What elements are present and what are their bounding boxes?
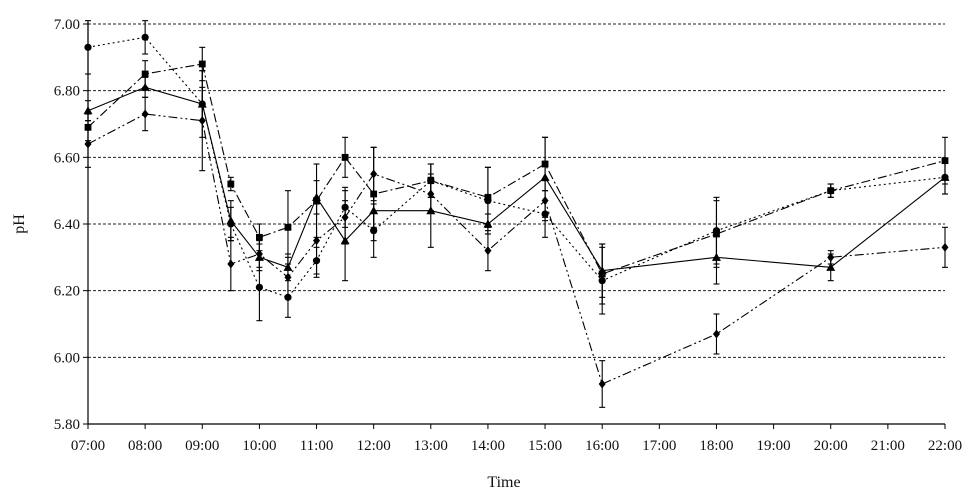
x-tick-label: 21:00 [871, 438, 905, 454]
x-tick-label: 13:00 [414, 438, 448, 454]
y-tick-label: 6.80 [54, 84, 80, 100]
data-point [598, 270, 606, 278]
data-point [370, 169, 378, 179]
data-point [284, 272, 292, 282]
x-tick-label: 18:00 [699, 438, 733, 454]
x-tick-label: 14:00 [471, 438, 505, 454]
data-point [256, 233, 263, 241]
x-tick-label: 22:00 [928, 438, 962, 454]
data-point [826, 262, 836, 271]
data-point [341, 153, 349, 161]
data-point [83, 106, 93, 115]
data-point [941, 157, 949, 165]
data-point [284, 223, 292, 231]
x-tick-label: 17:00 [642, 438, 676, 454]
data-point [198, 116, 206, 126]
y-tick-label: 6.20 [54, 284, 80, 300]
data-point [313, 197, 320, 205]
series-4 [84, 70, 949, 408]
data-point [541, 160, 549, 168]
data-point [313, 236, 321, 246]
y-tick-label: 6.00 [54, 350, 80, 366]
x-tick-label: 19:00 [757, 438, 791, 454]
y-tick-label: 6.60 [54, 150, 80, 166]
data-point [84, 43, 92, 51]
y-tick-label: 5.80 [54, 417, 80, 433]
series-2-line [87, 36, 946, 298]
tick-labels: 5.80 6.00 6.20 6.40 6.60 6.80 7.00 07:00 08:00 09… [54, 17, 962, 454]
x-tick-label: 15:00 [528, 438, 562, 454]
data-point [712, 329, 720, 339]
series-2 [84, 20, 949, 322]
data-point [198, 60, 206, 68]
data-point [484, 193, 492, 201]
data-point [713, 230, 720, 238]
x-axis-title: Time [487, 474, 520, 491]
x-tick-label: 10:00 [242, 438, 276, 454]
data-point [141, 109, 149, 119]
data-point [541, 196, 549, 206]
y-tick-label: 6.40 [54, 217, 80, 233]
y-axis-title: pH [11, 214, 28, 234]
data-point [227, 180, 235, 188]
data-point [941, 242, 949, 252]
data-point [255, 283, 263, 291]
data-point [141, 70, 149, 78]
series-4-line [87, 113, 946, 385]
data-point [255, 249, 263, 259]
x-tick-label: 07:00 [71, 438, 105, 454]
data-point [341, 212, 349, 222]
data-point [227, 259, 235, 269]
x-tick-label: 12:00 [357, 438, 391, 454]
data-point [598, 379, 606, 389]
series-layer [83, 20, 950, 408]
x-tick-label: 08:00 [128, 438, 162, 454]
x-tick-label: 16:00 [585, 438, 619, 454]
x-tick-label: 09:00 [185, 438, 219, 454]
series-1-line [87, 86, 946, 272]
data-point [427, 189, 435, 199]
axes [83, 22, 946, 429]
data-point [827, 252, 835, 262]
y-tick-label: 7.00 [54, 17, 80, 33]
data-point [827, 187, 835, 195]
x-tick-label: 20:00 [814, 438, 848, 454]
data-point [141, 33, 149, 41]
x-tick-label: 11:00 [300, 438, 334, 454]
data-point [84, 139, 92, 149]
data-point [227, 220, 235, 228]
data-point [484, 246, 492, 256]
series-3-line [87, 63, 946, 275]
